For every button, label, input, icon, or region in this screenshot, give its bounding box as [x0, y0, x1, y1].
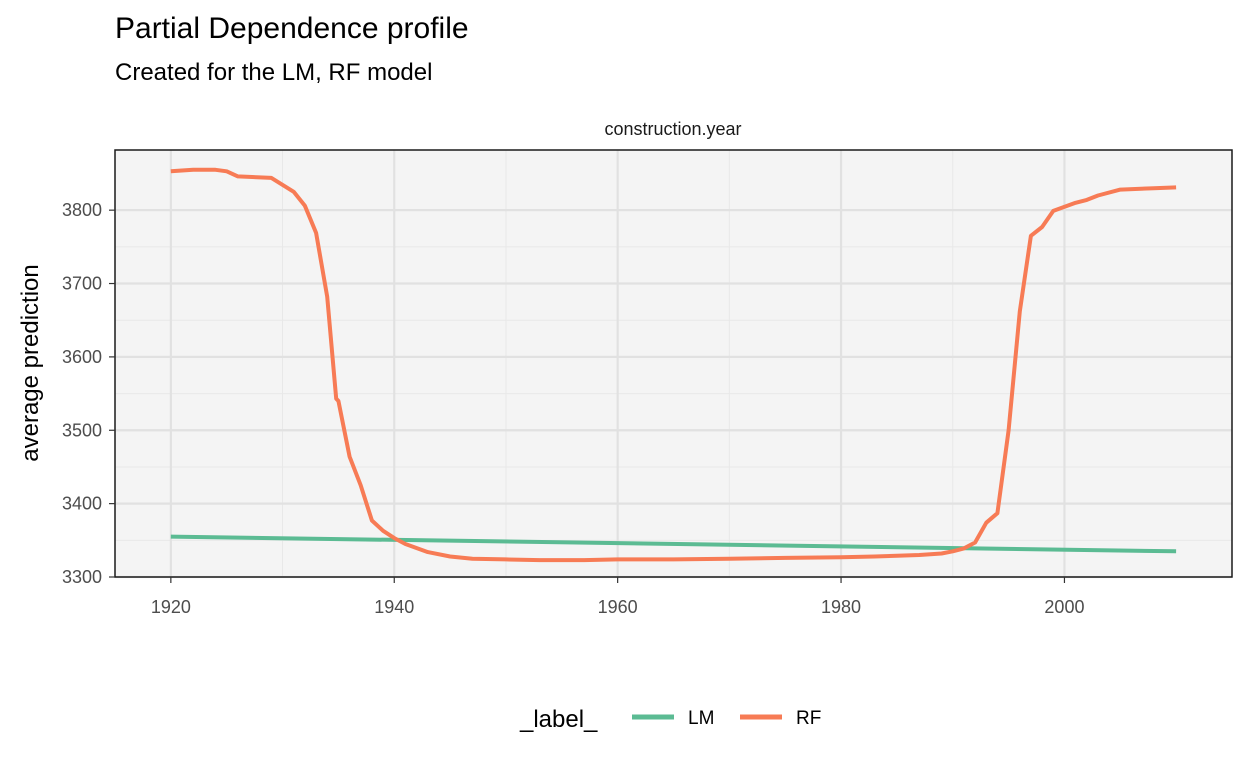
plot-panel-border: [114, 149, 1233, 578]
y-tick-label: 3700: [62, 274, 102, 294]
x-axis: 1920 1940 1960 1980 2000: [151, 577, 1084, 617]
x-tick-label: 2000: [1044, 597, 1084, 617]
y-tick-label: 3300: [62, 567, 102, 587]
y-tick-label: 3600: [62, 347, 102, 367]
chart-subtitle: Created for the LM, RF model: [115, 59, 433, 86]
series-line-rf: [170, 167, 1177, 563]
y-tick-label: 3800: [62, 200, 102, 220]
series-line-lm: [170, 534, 1177, 554]
x-tick-label: 1960: [598, 597, 638, 617]
x-tick-label: 1980: [821, 597, 861, 617]
grid-lines: [115, 150, 1232, 579]
x-tick-label: 1940: [374, 597, 414, 617]
chart-title: Partial Dependence profile: [115, 12, 469, 45]
x-tick-label: 1920: [151, 597, 191, 617]
y-tick-label: 3400: [62, 494, 102, 514]
y-axis-title: average prediction: [17, 264, 44, 461]
y-tick-label: 3500: [62, 420, 102, 440]
legend-title: _label_: [519, 706, 598, 733]
legend-label-rf: RF: [796, 708, 821, 729]
legend: _label_ LM RF: [519, 706, 821, 733]
facet-strip-label: construction.year: [604, 119, 741, 139]
legend-label-lm: LM: [688, 708, 714, 729]
y-axis: 3300 3400 3500 3600 3700 3800: [62, 200, 115, 587]
series-lines: [170, 167, 1177, 563]
